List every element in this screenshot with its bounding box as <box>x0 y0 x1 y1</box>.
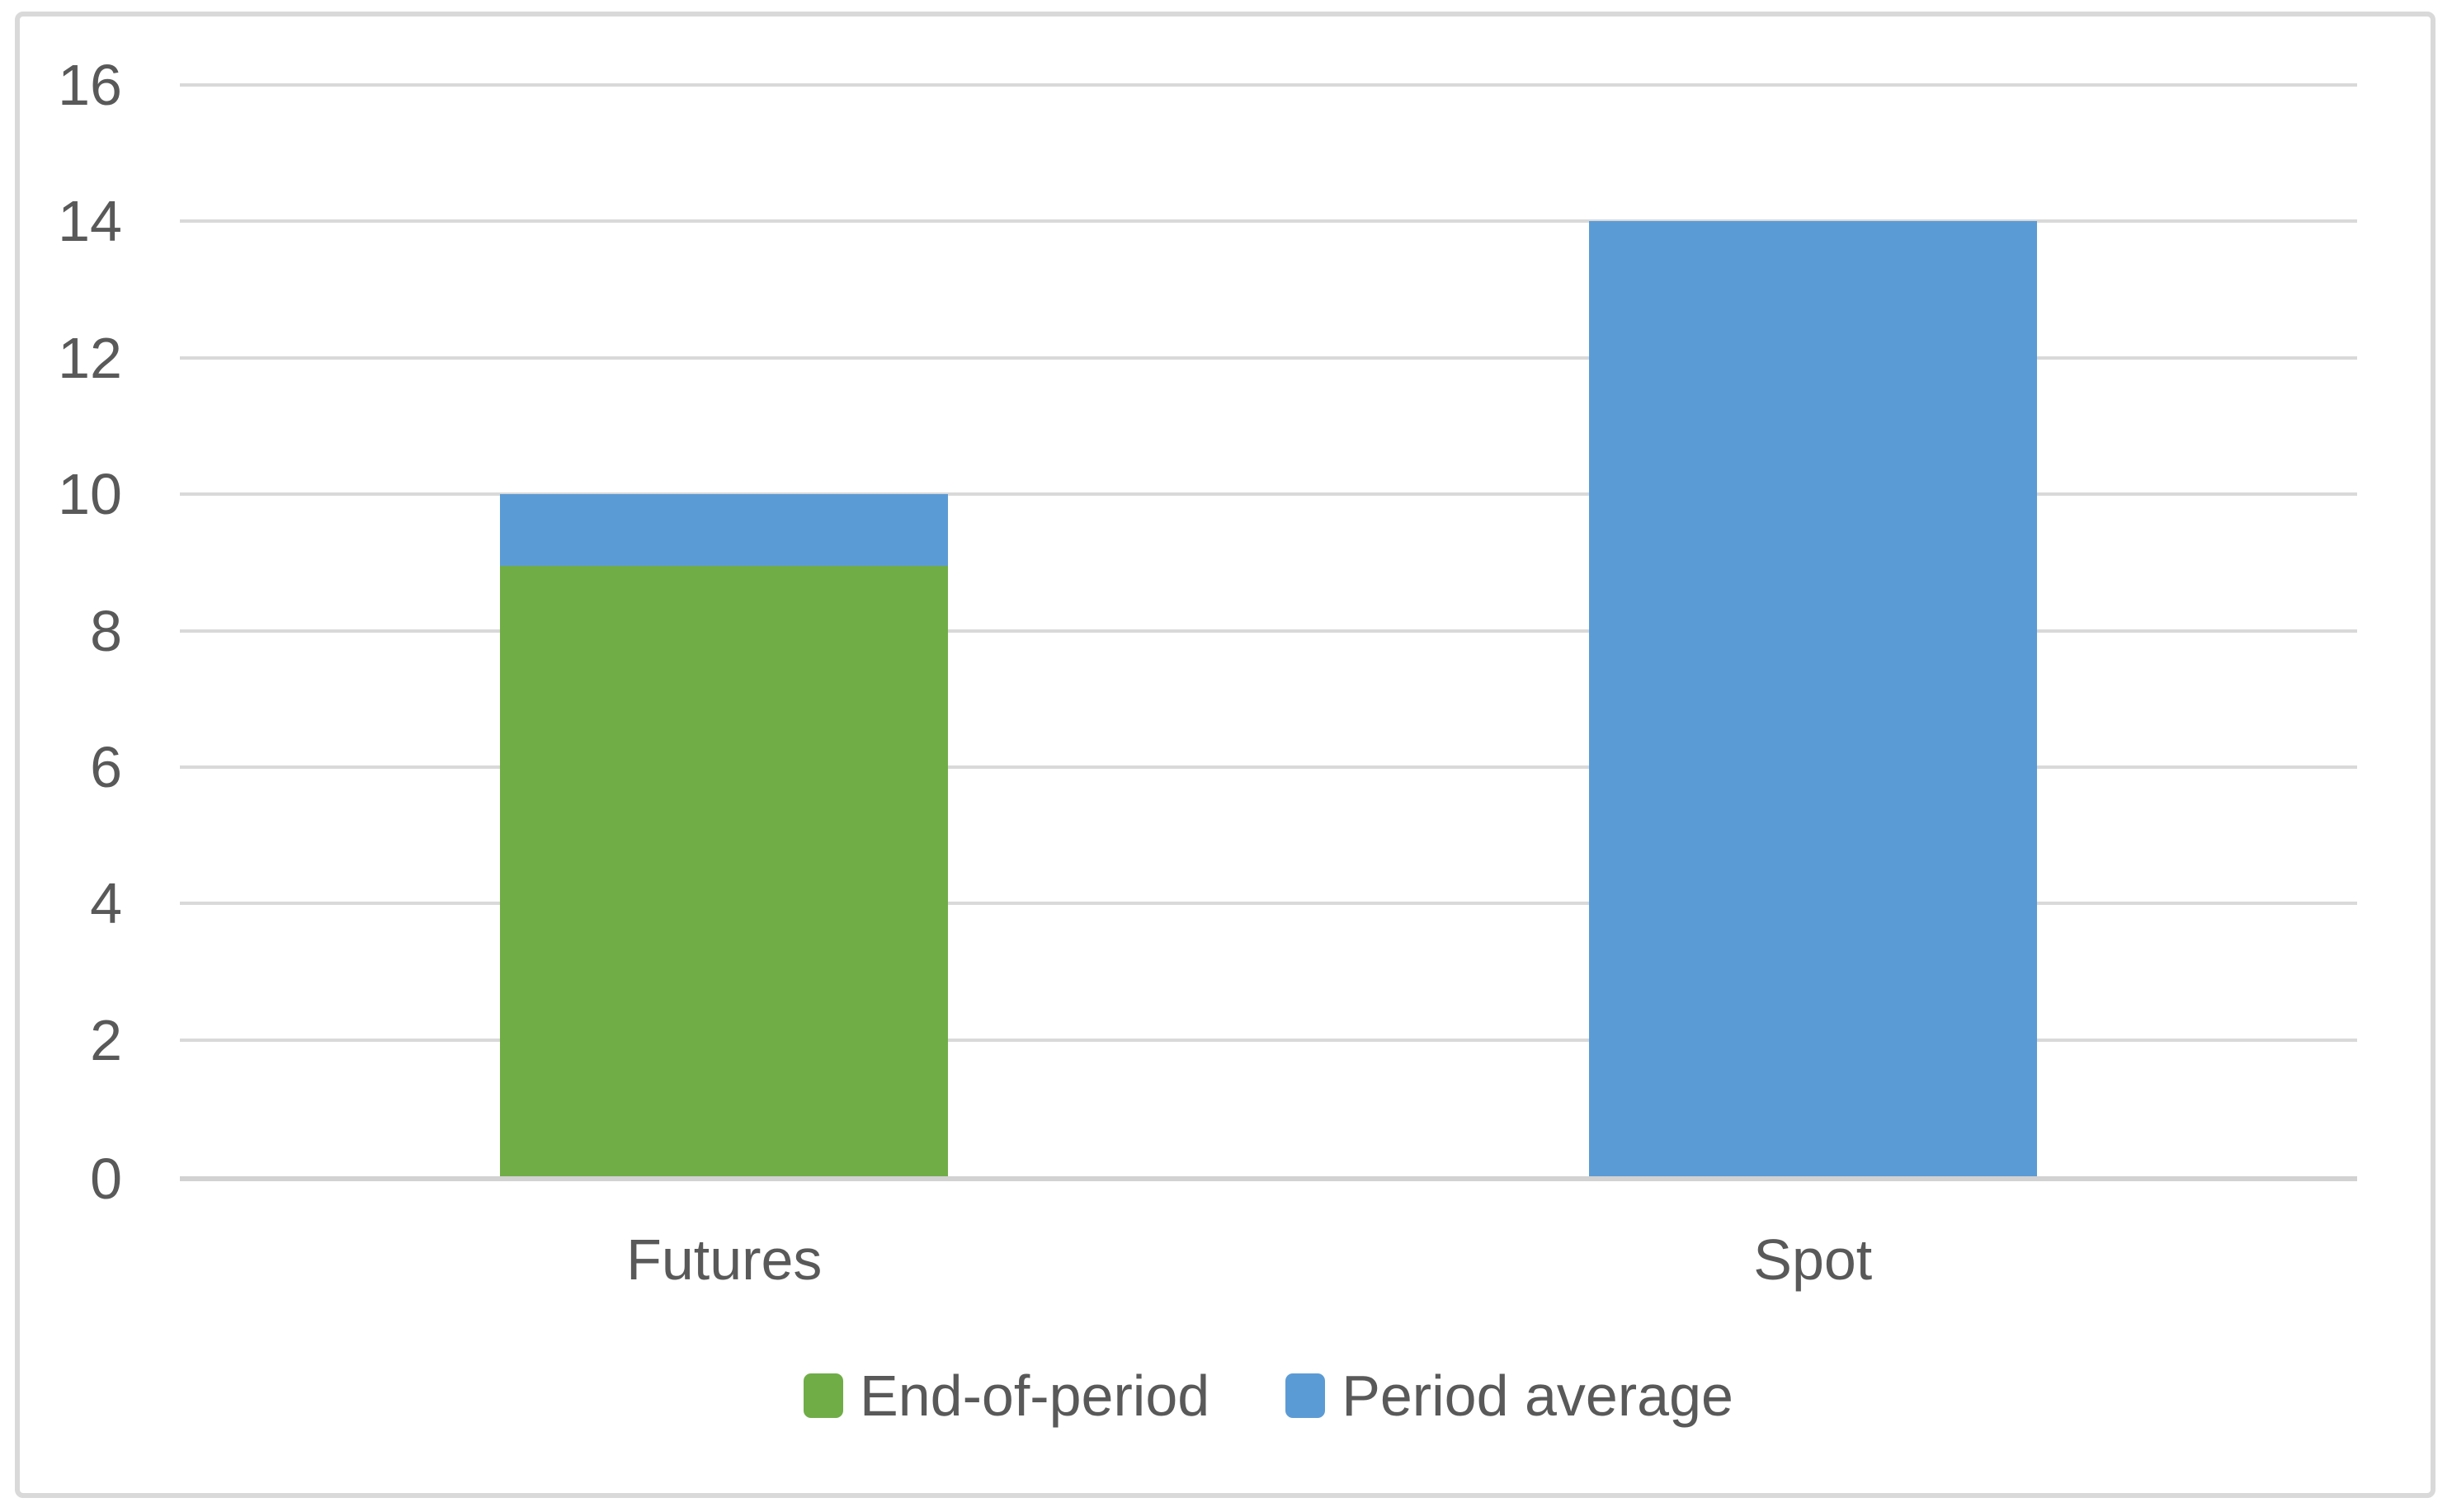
y-tick-label-0: 0 <box>90 1147 122 1211</box>
chart-frame-border <box>15 12 2435 1498</box>
gridline-10 <box>180 492 2357 497</box>
gridline-2 <box>180 1038 2357 1042</box>
gridline-8 <box>180 629 2357 633</box>
category-label-futures: Futures <box>626 1227 823 1292</box>
y-tick-label-16: 16 <box>58 53 122 117</box>
legend-item-end-of-period: End-of-period <box>804 1367 1209 1425</box>
legend: End-of-period Period average <box>180 1363 2357 1429</box>
gridline-6 <box>180 765 2357 769</box>
legend-label-period-average: Period average <box>1342 1364 1733 1428</box>
legend-item-period-average: Period average <box>1285 1367 1733 1425</box>
legend-swatch-icon-end-of-period <box>804 1373 844 1418</box>
y-tick-label-8: 8 <box>90 598 122 663</box>
bar-futures-end-of-period <box>500 565 949 1176</box>
y-tick-label-12: 12 <box>58 325 122 390</box>
bar-spot-period-average <box>1588 221 2037 1176</box>
y-tick-label-10: 10 <box>58 462 122 527</box>
y-tick-label-4: 4 <box>90 871 122 936</box>
y-tick-label-14: 14 <box>58 189 122 254</box>
legend-swatch-icon-period-average <box>1285 1373 1326 1418</box>
gridline-16 <box>180 83 2357 87</box>
gridline-4 <box>180 902 2357 906</box>
category-label-spot: Spot <box>1753 1227 1873 1292</box>
y-tick-label-2: 2 <box>90 1007 122 1072</box>
x-axis-line <box>180 1176 2357 1181</box>
gridline-14 <box>180 219 2357 224</box>
gridline-12 <box>180 356 2357 360</box>
legend-label-end-of-period: End-of-period <box>860 1364 1210 1428</box>
y-tick-label-6: 6 <box>90 734 122 799</box>
